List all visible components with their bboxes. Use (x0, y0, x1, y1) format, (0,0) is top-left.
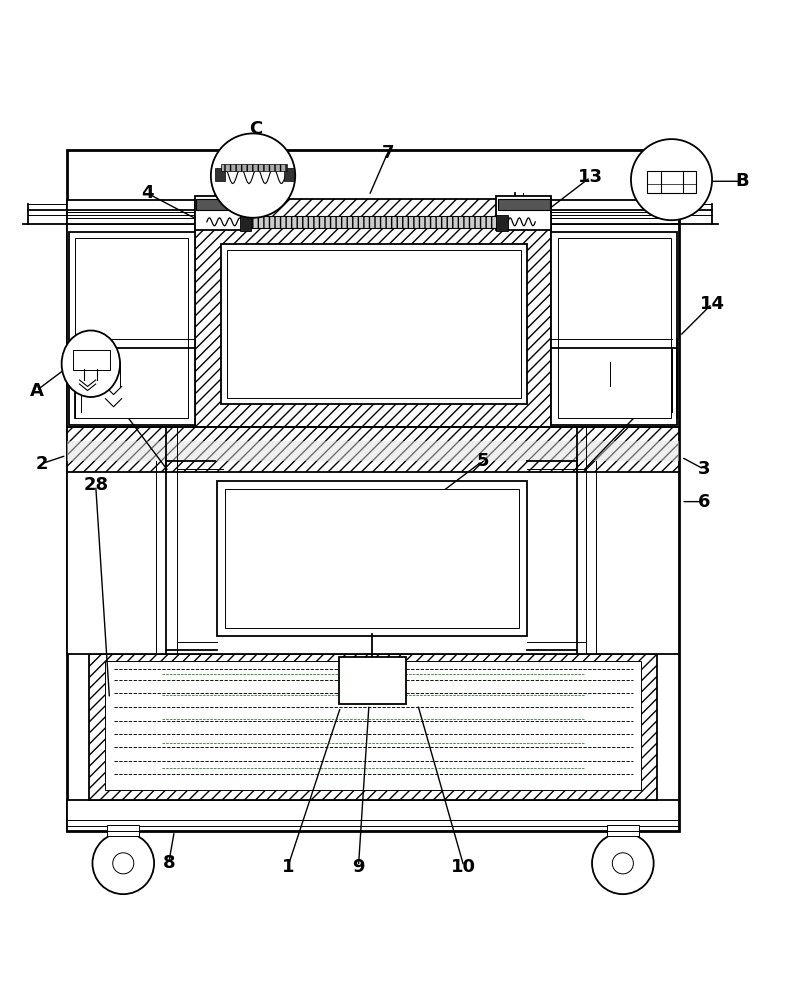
Bar (67, 150, 679, 831)
Circle shape (612, 853, 633, 874)
Bar (221, 244, 527, 404)
Bar (195, 224, 551, 427)
Bar (607, 825, 639, 836)
Text: 3: 3 (697, 460, 710, 478)
Bar (227, 250, 521, 398)
Bar (496, 215, 508, 231)
Bar (284, 168, 294, 181)
Bar (75, 238, 188, 418)
Bar (89, 654, 657, 800)
Text: 2: 2 (36, 455, 49, 473)
Circle shape (211, 133, 295, 218)
Circle shape (92, 833, 154, 894)
Text: 5: 5 (476, 452, 489, 470)
Bar (73, 350, 110, 370)
Text: 28: 28 (84, 476, 108, 494)
Text: 9: 9 (352, 858, 365, 876)
Text: 4: 4 (141, 184, 154, 202)
Bar (496, 196, 551, 230)
Bar (225, 489, 519, 628)
Bar (69, 232, 195, 425)
Bar (195, 196, 250, 230)
Bar (240, 215, 251, 231)
Bar (67, 224, 679, 427)
Text: A: A (29, 382, 44, 400)
Circle shape (113, 853, 134, 874)
Bar (498, 199, 550, 210)
Text: 11: 11 (100, 387, 124, 405)
Text: 12: 12 (630, 400, 654, 418)
Text: B: B (736, 172, 749, 190)
Bar (551, 232, 677, 425)
Bar (195, 199, 551, 222)
Text: 10: 10 (452, 858, 476, 876)
Bar (339, 657, 406, 704)
Bar (67, 427, 679, 472)
Bar (67, 455, 679, 654)
Text: 8: 8 (162, 854, 175, 872)
Bar (107, 825, 139, 836)
Bar (105, 661, 641, 790)
Circle shape (592, 833, 654, 894)
Bar (67, 441, 679, 461)
Bar (217, 481, 527, 636)
Bar (215, 168, 225, 181)
Bar (196, 199, 248, 210)
Bar (247, 216, 500, 228)
Circle shape (631, 139, 712, 220)
Bar (221, 164, 287, 171)
Bar (558, 238, 671, 418)
Text: 14: 14 (700, 295, 724, 313)
Ellipse shape (62, 331, 120, 397)
Text: 7: 7 (381, 144, 394, 162)
Text: 6: 6 (697, 493, 710, 511)
Bar (67, 800, 679, 831)
Text: 13: 13 (578, 168, 603, 186)
Bar (647, 171, 696, 193)
Text: C: C (249, 120, 262, 138)
Bar (67, 200, 679, 224)
Text: 1: 1 (281, 858, 294, 876)
